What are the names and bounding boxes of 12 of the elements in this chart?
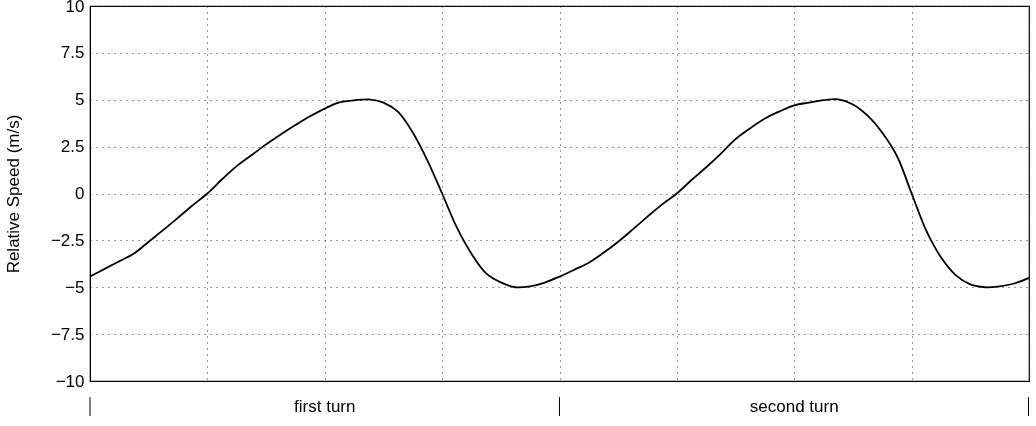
y-tick-label: −5 — [65, 277, 85, 297]
y-tick-label: 10 — [65, 0, 85, 16]
y-tick-label: 5 — [75, 90, 85, 110]
text: first turn — [294, 397, 356, 416]
y-axis-title: Relative Speed (m/s) — [3, 114, 23, 274]
y-tick-label: 7.5 — [60, 43, 85, 63]
y-tick-label: 2.5 — [60, 137, 85, 157]
y-tick-label: 0 — [75, 184, 85, 203]
text: second turn — [749, 397, 839, 416]
y-tick-label: −7.5 — [50, 324, 85, 344]
y-tick-label: −2.5 — [50, 230, 85, 250]
y-tick-label: −10 — [55, 371, 85, 391]
